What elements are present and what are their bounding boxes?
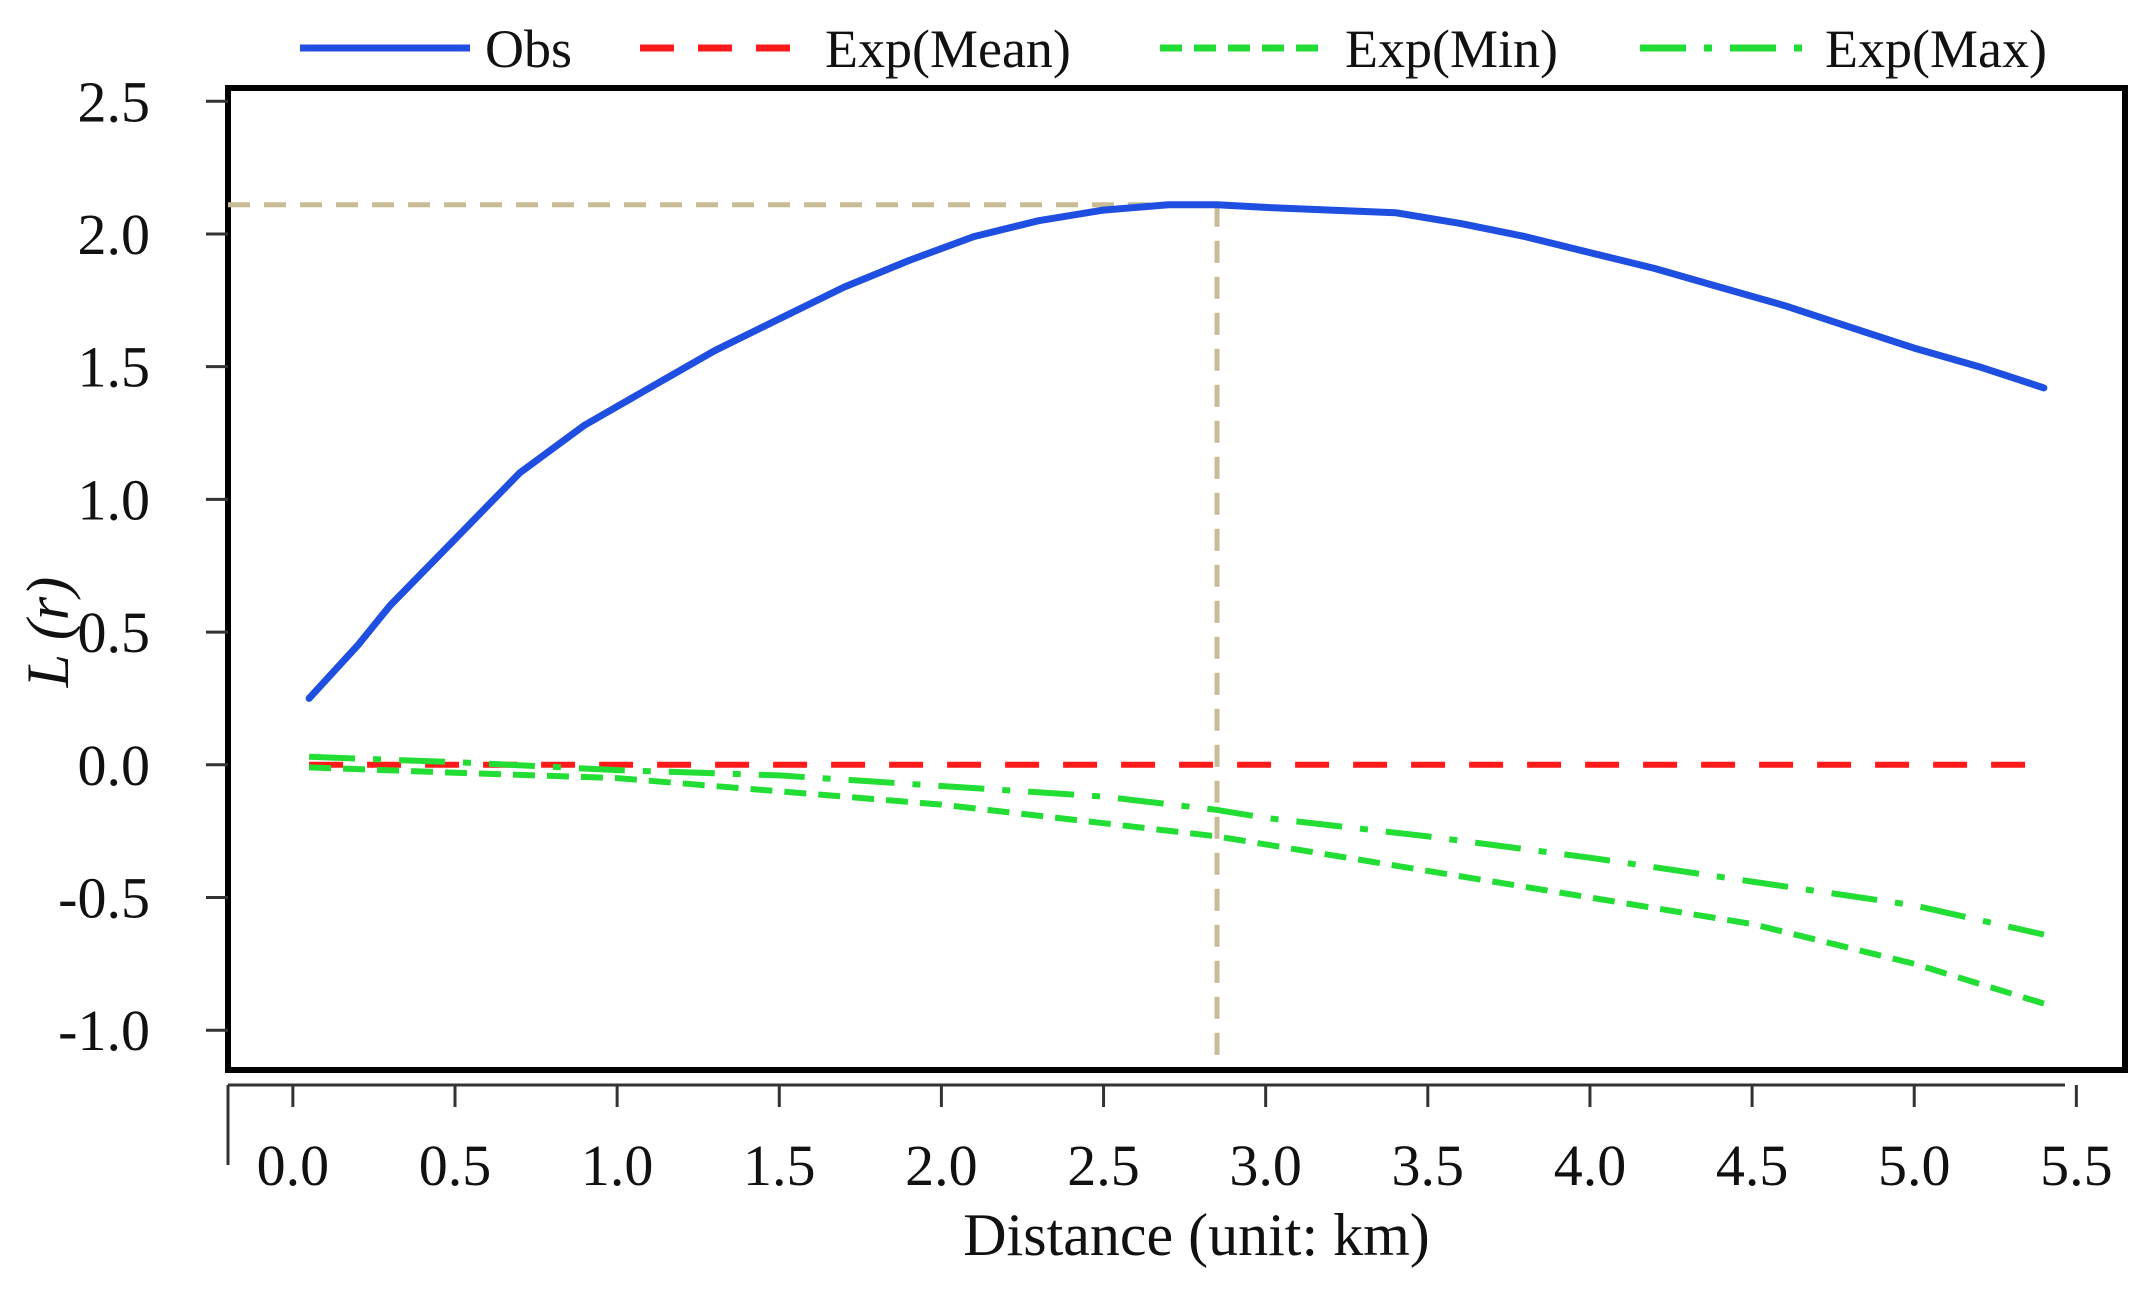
y-axis-title: L (r) [15, 577, 81, 689]
reference-lines [228, 202, 1220, 1062]
x-tick-label-6: 3.0 [1229, 1133, 1302, 1198]
x-axis-title: Distance (unit: km) [963, 1202, 1430, 1268]
legend-label-3: Exp(Max) [1825, 19, 2047, 79]
legend: Obs Exp(Mean) Exp(Min) Exp(Max) [300, 19, 2047, 79]
x-tick-label-3: 1.5 [743, 1133, 816, 1198]
y-tick-label-6: -0.5 [58, 865, 150, 930]
y-tick-label-0: 2.5 [78, 69, 151, 134]
y-tick-label-5: 0.0 [78, 733, 151, 798]
legend-label-0: Obs [485, 19, 572, 79]
x-tick-label-4: 2.0 [905, 1133, 978, 1198]
y-tick-label-1: 2.0 [78, 202, 151, 267]
legend-label-2: Exp(Min) [1345, 19, 1558, 79]
x-tick-label-2: 1.0 [581, 1133, 654, 1198]
x-tick-label-11: 5.5 [2040, 1133, 2113, 1198]
series-line-exp-min [308, 764, 2045, 1007]
y-tick-label-2: 1.5 [78, 335, 151, 400]
x-tick-label-10: 5.0 [1878, 1133, 1951, 1198]
y-tick-label-7: -1.0 [58, 998, 150, 1063]
legend-label-1: Exp(Mean) [825, 19, 1071, 79]
series-group [305, 201, 2048, 1007]
x-tick-label-7: 3.5 [1392, 1133, 1465, 1198]
x-tick-label-5: 2.5 [1067, 1133, 1140, 1198]
y-tick-label-3: 1.0 [78, 467, 151, 532]
axes [225, 85, 2128, 1165]
ticks: 2.5 2.0 1.5 1.0 0.5 0.0 -0.5 -1.0 0.0 0.5 1.0 1.5 2.… [58, 69, 2112, 1198]
x-tick-label-9: 4.5 [1716, 1133, 1789, 1198]
x-tick-label-1: 0.5 [419, 1133, 492, 1198]
y-tick-label-4: 0.5 [78, 600, 151, 665]
x-tick-label-8: 4.0 [1554, 1133, 1627, 1198]
series-line-exp-max [308, 753, 2045, 938]
plot-frame [225, 85, 2128, 1073]
series-line-obs [305, 201, 2048, 702]
x-tick-label-0: 0.0 [257, 1133, 330, 1198]
